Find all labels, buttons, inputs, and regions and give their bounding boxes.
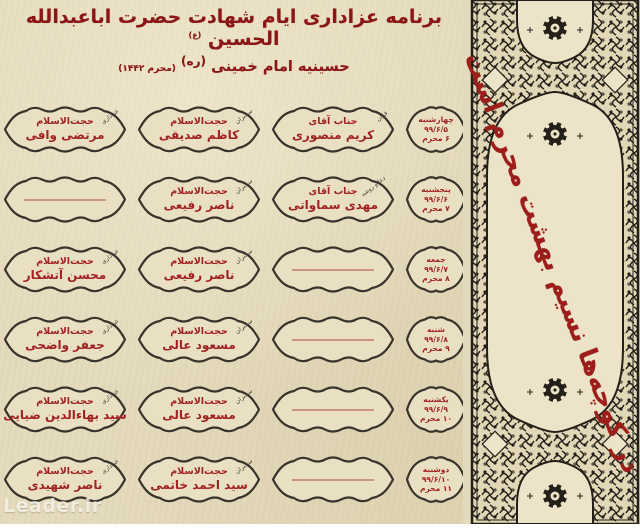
weekday: چهارشنبه [418, 114, 454, 124]
weekday: دوشنبه [422, 464, 450, 474]
slot-name: مرتضی وافی [25, 127, 105, 142]
slot-title: حجت‌الاسلام [170, 466, 228, 478]
schedule-row: جمعه ۹۹/۶/۷ ۸ محرم سخنران حجت‌الاسلام ناصر … [4, 241, 466, 298]
program-slot: سخنران حجت‌الاسلام ناصر رفیعی [138, 241, 260, 298]
empty-slot-line [24, 199, 106, 200]
program-slot [272, 381, 394, 438]
date-box: پنجشنبه ۹۹/۶/۶ ۷ محرم [406, 171, 466, 228]
program-slot: عزاداری حجت‌الاسلام ناصر شهیدی [4, 451, 126, 508]
header: برنامه عزاداری ایام شهادت حضرت اباعبدالل… [0, 6, 468, 75]
slot-name: محسن آتشکار [23, 267, 107, 282]
program-slot: عزاداری حجت‌الاسلام سید بهاءالدین ضیایی [3, 381, 127, 438]
weekday: پنجشنبه [421, 184, 451, 194]
schedule-row: دوشنبه ۹۹/۶/۱۰ ۱۱ محرم سخنران حجت‌الاسلام س… [4, 451, 466, 508]
rosette-icon [541, 482, 569, 510]
program-slot [4, 171, 126, 228]
side-banner: در کوچه‌ها نسیم بهشت محرم است [457, 0, 640, 526]
program-slot [272, 311, 394, 368]
muharram-day: ۶ محرم [422, 134, 450, 144]
muharram-day: ۷ محرم [422, 204, 450, 214]
slot-title: حجت‌الاسلام [170, 186, 228, 198]
date-value: ۹۹/۶/۶ [424, 194, 448, 204]
title-text: برنامه عزاداری ایام شهادت حضرت اباعبدالل… [25, 6, 443, 50]
schedule-row: یکشنبه ۹۹/۶/۹ ۱۰ محرم سخنران حجت‌الاسلام مس… [3, 381, 466, 438]
program-slot: سخنران حجت‌الاسلام ناصر رفیعی [138, 171, 260, 228]
weekday: جمعه [426, 254, 446, 264]
empty-slot-line [292, 339, 374, 340]
rosette-icon [541, 14, 569, 42]
slot-name: کریم منصوری [291, 127, 375, 142]
slot-name: مهدی سماواتی [287, 197, 379, 212]
slot-name: سید بهاءالدین ضیایی [3, 407, 127, 422]
slot-name: مسعود عالی [162, 337, 236, 352]
program-slot [272, 451, 394, 508]
date-value: ۹۹/۶/۸ [424, 334, 448, 344]
program-slot: سخنران حجت‌الاسلام مسعود عالی [138, 311, 260, 368]
program-slot: عزاداری حجت‌الاسلام محسن آتشکار [4, 241, 126, 298]
empty-slot-line [292, 269, 374, 270]
slot-name: ناصر رفیعی [163, 197, 235, 212]
slot-title: جناب آقای [308, 116, 358, 128]
date-value: ۹۹/۶/۵ [424, 124, 448, 134]
date-box: یکشنبه ۹۹/۶/۹ ۱۰ محرم [406, 381, 466, 438]
slot-name: جعفر واضحی [25, 337, 105, 352]
schedule-row: شنبه ۹۹/۶/۸ ۹ محرم سخنران حجت‌الاسلام مسعود… [4, 311, 466, 368]
slot-title: حجت‌الاسلام [170, 326, 228, 338]
schedule-grid: چهارشنبه ۹۹/۶/۵ ۶ محرم قرآن جناب آقای کریم … [3, 101, 466, 508]
date-value: ۹۹/۶/۹ [424, 404, 448, 414]
slot-title: حجت‌الاسلام [170, 116, 228, 128]
slot-name: مسعود عالی [162, 407, 236, 422]
slot-title: حجت‌الاسلام [36, 116, 94, 128]
muharram-day: ۸ محرم [422, 274, 450, 284]
schedule-row: چهارشنبه ۹۹/۶/۵ ۶ محرم قرآن جناب آقای کریم … [4, 101, 466, 158]
slot-title: حجت‌الاسلام [170, 256, 228, 268]
watermark: Leader.ir [3, 495, 102, 517]
date-value: ۹۹/۶/۱۰ [421, 474, 451, 484]
slot-name: کاظم صدیقی [158, 127, 240, 142]
slot-title: حجت‌الاسلام [36, 466, 94, 478]
slot-title: جناب آقای [308, 186, 358, 198]
slot-name: ناصر شهیدی [27, 477, 103, 492]
program-slot: قرآن جناب آقای کریم منصوری [272, 101, 394, 158]
rosette-icon [541, 376, 569, 404]
empty-slot-line [292, 409, 374, 410]
date-box: دوشنبه ۹۹/۶/۱۰ ۱۱ محرم [406, 451, 466, 508]
honorific-stamp: (ره) [180, 54, 207, 68]
slot-title: حجت‌الاسلام [36, 396, 94, 408]
slot-title: حجت‌الاسلام [170, 396, 228, 408]
program-slot [272, 241, 394, 298]
weekday: یکشنبه [423, 394, 449, 404]
empty-slot-line [292, 479, 374, 480]
page-title: برنامه عزاداری ایام شهادت حضرت اباعبدالل… [0, 6, 468, 50]
program-slot: سخنران حجت‌الاسلام سید احمد خاتمی [138, 451, 260, 508]
program-slot: عزاداری حجت‌الاسلام مرتضی وافی [4, 101, 126, 158]
honorific-stamp: (ع) [188, 30, 202, 40]
slot-name: ناصر رفیعی [163, 267, 235, 282]
muharram-day: ۱۱ محرم [420, 484, 452, 494]
slot-title: حجت‌الاسلام [36, 326, 94, 338]
slot-name: سید احمد خاتمی [150, 477, 248, 492]
program-slot: دعا و روضه جناب آقای مهدی سماواتی [272, 171, 394, 228]
rosette-icon [541, 120, 569, 148]
date-value: ۹۹/۶/۷ [424, 264, 448, 274]
slot-title: حجت‌الاسلام [36, 256, 94, 268]
date-box: جمعه ۹۹/۶/۷ ۸ محرم [406, 241, 466, 298]
page-subtitle: حسینیه امام خمینی (ره) (محرم ۱۴۴۲) [0, 54, 468, 75]
program-slot: سخنران حجت‌الاسلام مسعود عالی [138, 381, 260, 438]
venue-text: حسینیه امام خمینی [211, 58, 350, 75]
weekday: شنبه [426, 324, 446, 334]
muharram-day: ۹ محرم [422, 344, 450, 354]
date-box: چهارشنبه ۹۹/۶/۵ ۶ محرم [406, 101, 466, 158]
date-box: شنبه ۹۹/۶/۸ ۹ محرم [406, 311, 466, 368]
schedule-row: پنجشنبه ۹۹/۶/۶ ۷ محرم دعا و روضه جناب آقای… [4, 171, 466, 228]
muharram-day: ۱۰ محرم [420, 414, 452, 424]
program-slot: سخنران حجت‌الاسلام کاظم صدیقی [138, 101, 260, 158]
program-slot: عزاداری حجت‌الاسلام جعفر واضحی [4, 311, 126, 368]
year-note: (محرم ۱۴۴۲) [118, 63, 176, 74]
